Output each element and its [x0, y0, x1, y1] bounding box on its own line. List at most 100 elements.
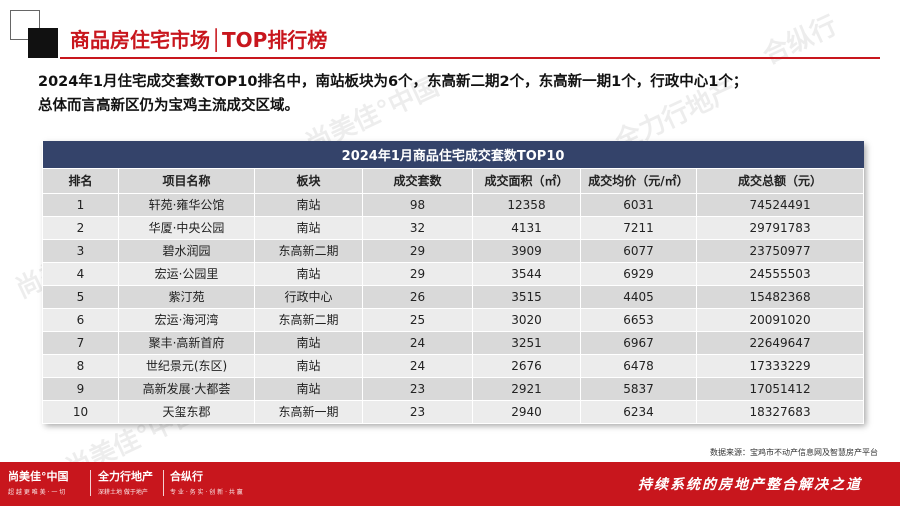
table-cell: 3909: [472, 238, 581, 263]
table-cell: 6234: [580, 399, 697, 424]
table-cell: 12358: [472, 192, 581, 217]
table-header-cell: 项目名称: [118, 167, 255, 194]
table-cell: 24555503: [695, 261, 865, 286]
table-cell: 1: [42, 192, 119, 217]
table-row: 4 宏运·公园里 南站 29 3544 6929 24555503: [42, 261, 865, 286]
footer-brand-2-tagline: 深耕土地 做于地产: [98, 489, 148, 496]
page-title: 商品房住宅市场│TOP排行榜: [70, 28, 328, 52]
footer-slogan: 持续系统的房地产整合解决之道: [638, 477, 862, 493]
table-cell: 8: [42, 353, 119, 378]
table-cell: 18327683: [695, 399, 865, 424]
table-cell: 24: [362, 353, 473, 378]
table-cell: 6929: [580, 261, 697, 286]
footer-bar: 尚美佳°中国 超 越 更 唯 美 · 一 切 全力行地产 深耕土地 做于地产 合…: [0, 462, 900, 506]
watermark-brand-3: 合纵行: [758, 10, 842, 71]
table-cell: 3515: [472, 284, 581, 309]
footer-brand-3-name: 合纵行: [170, 470, 203, 483]
table-cell: 2940: [472, 399, 581, 424]
table-cell: 6967: [580, 330, 697, 355]
table-header-cell: 成交面积（㎡）: [472, 167, 581, 194]
table-cell: 宏运·公园里: [118, 261, 255, 286]
header-divider: [60, 57, 880, 59]
table-row: 3 碧水润园 东高新二期 29 3909 6077 23750977: [42, 238, 865, 263]
table-row: 8 世纪景元(东区) 南站 24 2676 6478 17333229: [42, 353, 865, 378]
table-cell: 南站: [254, 330, 363, 355]
table-cell: 行政中心: [254, 284, 363, 309]
table-cell: 6: [42, 307, 119, 332]
footer-separator: [163, 470, 164, 496]
table-cell: 17333229: [695, 353, 865, 378]
data-source-note: 数据来源：宝鸡市不动产信息网及智慧房产平台: [710, 448, 878, 457]
table-row: 5 紫汀苑 行政中心 26 3515 4405 15482368: [42, 284, 865, 309]
table-cell: 5: [42, 284, 119, 309]
table-cell: 23: [362, 376, 473, 401]
table-cell: 23750977: [695, 238, 865, 263]
table-cell: 南站: [254, 261, 363, 286]
table-cell: 15482368: [695, 284, 865, 309]
table-cell: 29: [362, 261, 473, 286]
table-cell: 5837: [580, 376, 697, 401]
footer-brand-1-name: 尚美佳°中国: [8, 470, 69, 483]
table-header-cell: 排名: [42, 167, 119, 194]
footer-brand-quanlixing: 全力行地产 深耕土地 做于地产: [98, 468, 153, 496]
table-cell: 24: [362, 330, 473, 355]
table-cell: 6077: [580, 238, 697, 263]
table-cell: 轩苑·雍华公馆: [118, 192, 255, 217]
table-row: 10 天玺东郡 东高新一期 23 2940 6234 18327683: [42, 399, 865, 424]
table-cell: 碧水润园: [118, 238, 255, 263]
footer-brand-shangmeijia: 尚美佳°中国 超 越 更 唯 美 · 一 切: [8, 468, 69, 496]
table-caption: 2024年1月商品住宅成交套数TOP10: [42, 141, 864, 168]
table-header-cell: 成交均价（元/㎡）: [580, 167, 697, 194]
table-cell: 32: [362, 215, 473, 240]
footer-separator: [90, 470, 91, 496]
table-row: 6 宏运·海河湾 东高新二期 25 3020 6653 20091020: [42, 307, 865, 332]
table-cell: 4: [42, 261, 119, 286]
table-cell: 南站: [254, 376, 363, 401]
table-cell: 3: [42, 238, 119, 263]
table-cell: 2: [42, 215, 119, 240]
table-body: 1 轩苑·雍华公馆 南站 98 12358 6031 74524491 2 华厦·中央公园 南站 3…: [42, 192, 865, 424]
ranking-table-container: 2024年1月商品住宅成交套数TOP10 排名 项目名称 板块 成交套数 成交面积（㎡）…: [42, 141, 865, 424]
table-cell: 9: [42, 376, 119, 401]
ranking-table: 2024年1月商品住宅成交套数TOP10 排名 项目名称 板块 成交套数 成交面积（㎡）…: [42, 141, 865, 424]
table-cell: 25: [362, 307, 473, 332]
table-cell: 东高新一期: [254, 399, 363, 424]
table-row: 2 华厦·中央公园 南站 32 4131 7211 29791783: [42, 215, 865, 240]
table-header-cell: 板块: [254, 167, 363, 194]
table-cell: 3251: [472, 330, 581, 355]
table-cell: 南站: [254, 353, 363, 378]
table-cell: 20091020: [695, 307, 865, 332]
table-cell: 7211: [580, 215, 697, 240]
table-cell: 22649647: [695, 330, 865, 355]
table-cell: 3020: [472, 307, 581, 332]
table-cell: 29791783: [695, 215, 865, 240]
header-deco-outline-square: [10, 10, 40, 40]
table-row: 7 聚丰·高新首府 南站 24 3251 6967 22649647: [42, 330, 865, 355]
table-cell: 高新发展·大都荟: [118, 376, 255, 401]
footer-brand-2-name: 全力行地产: [98, 470, 153, 483]
table-header-cell: 成交总额（元）: [695, 167, 865, 194]
summary-line-1: 2024年1月住宅成交套数TOP10排名中，南站板块为6个，东高新二期2个，东高…: [38, 74, 748, 90]
table-row: 1 轩苑·雍华公馆 南站 98 12358 6031 74524491: [42, 192, 865, 217]
table-cell: 10: [42, 399, 119, 424]
table-cell: 华厦·中央公园: [118, 215, 255, 240]
table-cell: 6653: [580, 307, 697, 332]
footer-brand-hezongxing: 合纵行 专 业 · 务 实 · 创 新 · 共 赢: [170, 468, 243, 496]
table-cell: 17051412: [695, 376, 865, 401]
table-cell: 聚丰·高新首府: [118, 330, 255, 355]
table-cell: 东高新二期: [254, 238, 363, 263]
table-cell: 4405: [580, 284, 697, 309]
table-cell: 南站: [254, 192, 363, 217]
table-cell: 3544: [472, 261, 581, 286]
table-header-row: 排名 项目名称 板块 成交套数 成交面积（㎡） 成交均价（元/㎡） 成交总额（元）: [42, 167, 865, 194]
summary-text: 2024年1月住宅成交套数TOP10排名中，南站板块为6个，东高新二期2个，东高…: [38, 70, 878, 118]
table-cell: 4131: [472, 215, 581, 240]
table-cell: 天玺东郡: [118, 399, 255, 424]
table-cell: 7: [42, 330, 119, 355]
table-cell: 南站: [254, 215, 363, 240]
footer-brand-3-tagline: 专 业 · 务 实 · 创 新 · 共 赢: [170, 489, 243, 496]
table-cell: 宏运·海河湾: [118, 307, 255, 332]
table-cell: 26: [362, 284, 473, 309]
table-row: 9 高新发展·大都荟 南站 23 2921 5837 17051412: [42, 376, 865, 401]
table-cell: 2921: [472, 376, 581, 401]
